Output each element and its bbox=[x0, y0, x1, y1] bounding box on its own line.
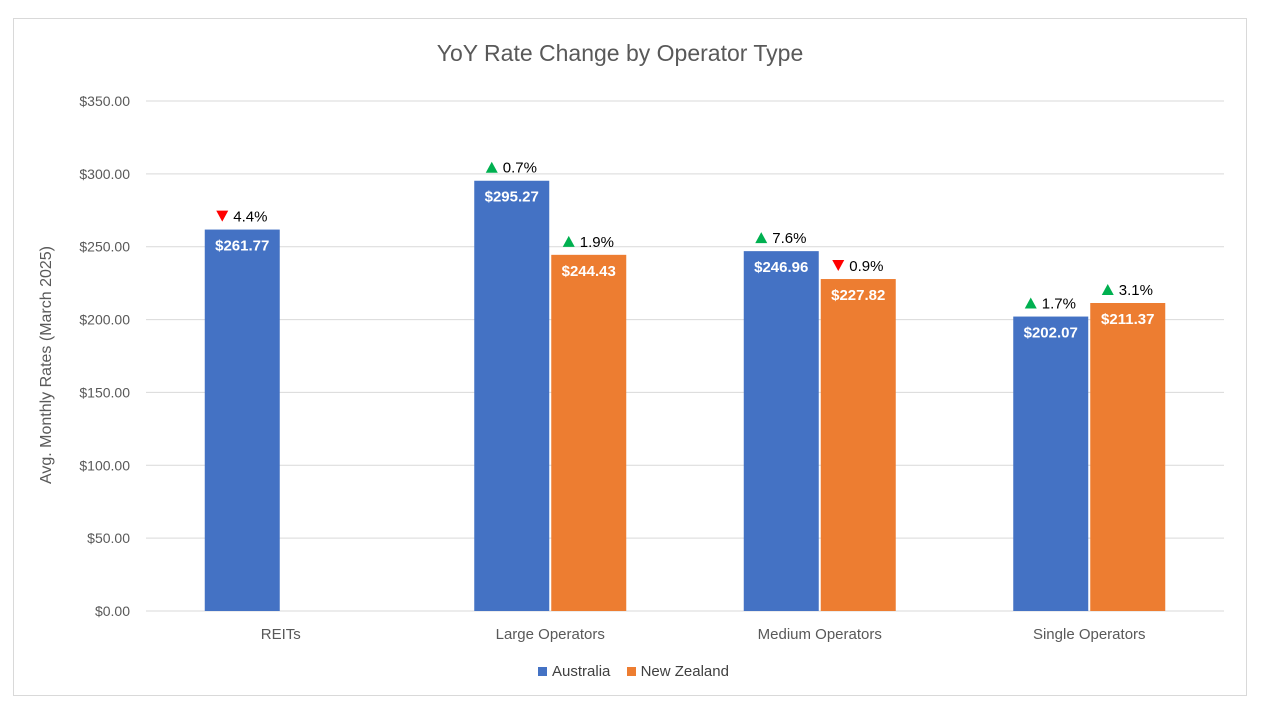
change-label: 1.9% bbox=[580, 234, 614, 251]
x-tick-label: Large Operators bbox=[496, 626, 605, 643]
bar-australia bbox=[1013, 316, 1089, 611]
y-tick-label: $300.00 bbox=[79, 166, 130, 182]
change-label: 0.7% bbox=[503, 160, 537, 177]
legend: Australia New Zealand bbox=[0, 663, 1267, 680]
x-tick-label: Single Operators bbox=[1033, 626, 1146, 643]
legend-item-series-0: Australia bbox=[538, 663, 610, 680]
legend-item-series-1: New Zealand bbox=[626, 663, 729, 680]
change-label: 0.9% bbox=[849, 258, 883, 275]
y-axis-label: Avg. Monthly Rates (March 2025) bbox=[38, 246, 55, 484]
y-tick-label: $200.00 bbox=[79, 312, 130, 328]
data-label: $244.43 bbox=[562, 263, 616, 280]
legend-label: Australia bbox=[552, 663, 611, 680]
bar-australia bbox=[743, 251, 819, 612]
data-label: $202.07 bbox=[1024, 325, 1078, 342]
bar-australia bbox=[204, 229, 280, 611]
down-arrow-icon bbox=[832, 260, 845, 272]
change-label: 7.6% bbox=[772, 230, 806, 247]
up-arrow-icon bbox=[755, 232, 768, 244]
bar-new-zealand bbox=[1090, 303, 1166, 611]
change-label: 3.1% bbox=[1119, 282, 1153, 299]
up-arrow-icon bbox=[1024, 297, 1037, 309]
change-label: 1.7% bbox=[1042, 296, 1076, 313]
bars: $261.77 4.4% $295.27 0.7% $244.43 1.9% $246.96… bbox=[204, 160, 1166, 612]
x-axis-ticks: REITs Large Operators Medium Operators Sing… bbox=[261, 626, 1146, 643]
legend-swatch bbox=[626, 667, 636, 676]
data-label: $246.96 bbox=[754, 259, 808, 276]
up-arrow-icon bbox=[562, 235, 575, 247]
y-tick-label: $350.00 bbox=[79, 93, 130, 109]
down-arrow-icon bbox=[216, 210, 229, 222]
data-label: $211.37 bbox=[1101, 311, 1154, 328]
legend-swatch bbox=[538, 667, 548, 676]
bar-new-zealand bbox=[820, 279, 896, 611]
legend-label: New Zealand bbox=[640, 663, 729, 680]
y-tick-label: $150.00 bbox=[79, 384, 130, 400]
bar-australia bbox=[474, 180, 550, 611]
x-tick-label: REITs bbox=[261, 626, 301, 643]
data-label: $227.82 bbox=[831, 287, 885, 304]
y-tick-label: $250.00 bbox=[79, 239, 130, 255]
data-label: $261.77 bbox=[215, 238, 269, 255]
bar-new-zealand bbox=[551, 254, 627, 611]
y-tick-label: $50.00 bbox=[87, 530, 130, 546]
data-label: $295.27 bbox=[485, 189, 539, 206]
chart-title: YoY Rate Change by Operator Type bbox=[436, 40, 804, 66]
change-label: 4.4% bbox=[233, 209, 267, 226]
y-tick-label: $100.00 bbox=[79, 457, 130, 473]
y-tick-label: $0.00 bbox=[95, 603, 130, 619]
up-arrow-icon bbox=[1101, 284, 1114, 296]
up-arrow-icon bbox=[485, 161, 498, 173]
y-axis-ticks: $0.00 $50.00 $100.00 $150.00 $200.00 $250.00 $… bbox=[79, 93, 130, 619]
x-tick-label: Medium Operators bbox=[758, 626, 882, 643]
